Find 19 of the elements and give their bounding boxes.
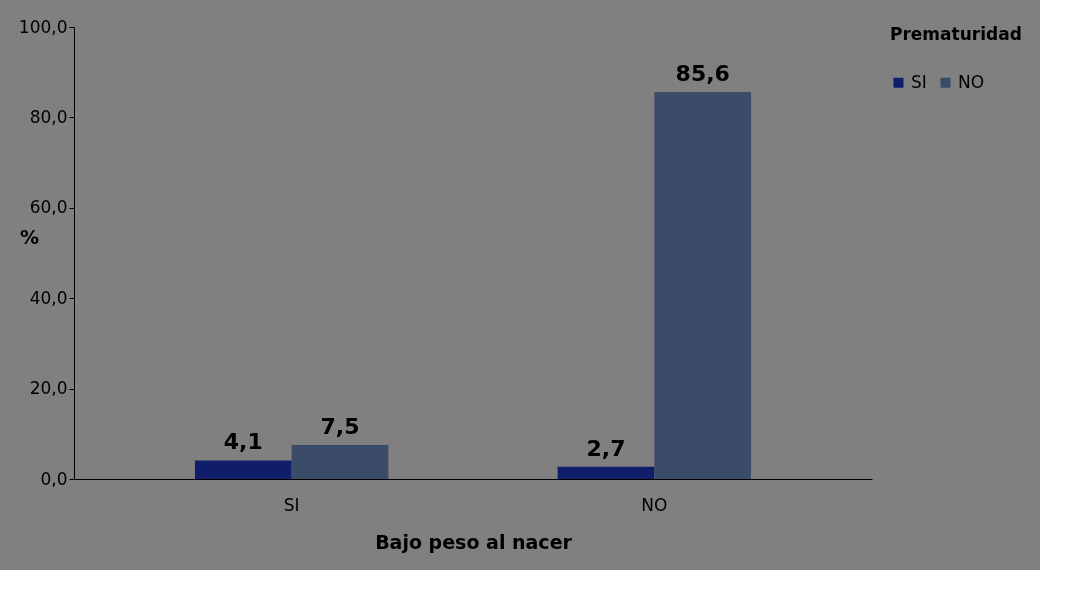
- y-axis-title: %: [19, 225, 40, 248]
- bar: [291, 445, 389, 479]
- y-tick-label: 60,0: [29, 197, 68, 218]
- legend-title: Prematuridad: [890, 24, 1022, 44]
- y-tick-label: 100,0: [18, 16, 68, 37]
- legend-label: SI: [911, 71, 927, 92]
- bar: [194, 460, 292, 479]
- y-tick-label: 20,0: [29, 378, 68, 399]
- y-tick-label: 0,0: [40, 468, 68, 489]
- data-label: 7,5: [320, 414, 360, 440]
- y-tick-label: 80,0: [29, 106, 68, 127]
- bar: [557, 466, 655, 479]
- x-axis-title: Bajo peso al nacer: [375, 530, 573, 553]
- bar: [654, 92, 752, 479]
- data-label: 4,1: [223, 429, 263, 455]
- data-label: 2,7: [586, 435, 626, 461]
- legend-label: NO: [958, 71, 985, 92]
- y-tick-label: 40,0: [29, 287, 68, 308]
- data-label: 85,6: [675, 61, 730, 87]
